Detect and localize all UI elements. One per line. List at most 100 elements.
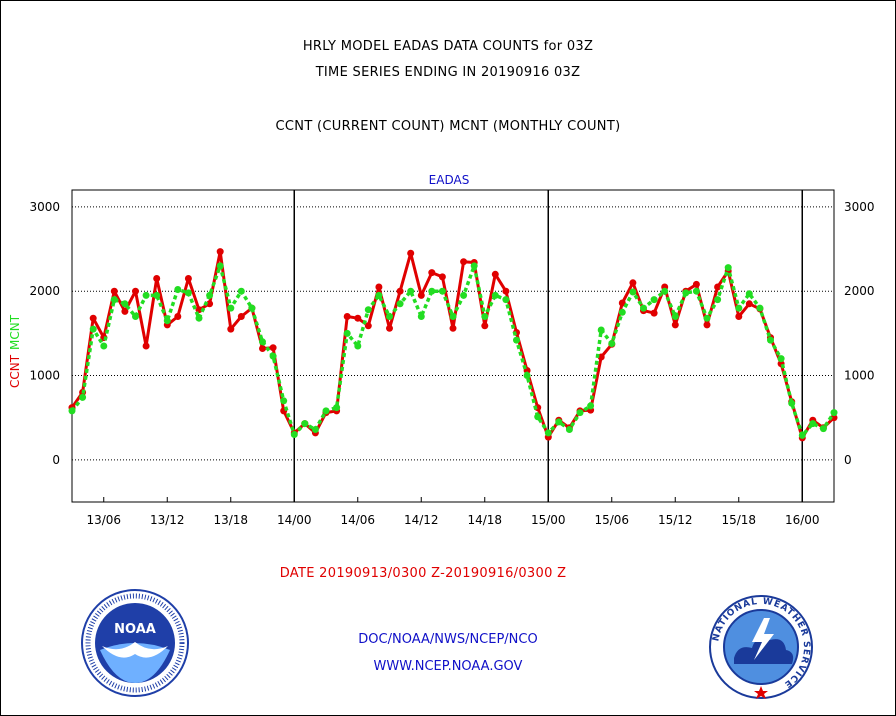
x-tick-label: 13/12 xyxy=(150,513,185,527)
x-tick-label: 14/12 xyxy=(404,513,439,527)
point-mcnt xyxy=(460,291,468,299)
point-mcnt xyxy=(618,308,626,316)
point-mcnt xyxy=(565,426,573,433)
point-ccnt xyxy=(438,273,446,281)
point-mcnt xyxy=(428,287,436,295)
point-mcnt xyxy=(280,397,288,405)
point-mcnt xyxy=(417,313,425,320)
point-mcnt xyxy=(407,287,415,295)
x-tick-label: 16/00 xyxy=(785,513,820,527)
point-mcnt xyxy=(724,264,732,272)
point-ccnt xyxy=(174,313,182,320)
point-ccnt xyxy=(449,324,457,332)
point-mcnt xyxy=(608,340,616,347)
y-tick-label-left: 1000 xyxy=(29,369,60,383)
nws-logo-icon: NATIONAL WEATHER SERVICE xyxy=(709,595,813,699)
y-axis-label-mcnt: MCNT xyxy=(8,314,22,350)
y-tick-label-right: 3000 xyxy=(844,200,875,214)
point-ccnt xyxy=(237,313,245,320)
point-mcnt xyxy=(174,286,182,293)
point-mcnt xyxy=(703,314,711,322)
point-ccnt xyxy=(629,279,637,287)
point-ccnt xyxy=(745,300,753,308)
point-ccnt xyxy=(364,322,372,330)
point-mcnt xyxy=(89,325,97,333)
point-ccnt xyxy=(110,287,118,295)
point-mcnt xyxy=(364,306,372,314)
point-mcnt xyxy=(132,313,139,320)
point-ccnt xyxy=(830,414,838,422)
point-mcnt xyxy=(682,289,690,297)
y-tick-label-right: 2000 xyxy=(844,284,875,298)
point-ccnt xyxy=(89,314,97,322)
point-mcnt xyxy=(502,296,510,304)
point-mcnt xyxy=(354,342,362,350)
point-mcnt xyxy=(470,262,478,270)
y-tick-label-left: 0 xyxy=(52,453,60,467)
point-mcnt xyxy=(438,287,446,295)
point-ccnt xyxy=(153,275,161,282)
date-range: DATE 20190913/0300 Z-20190916/0300 Z xyxy=(279,566,567,581)
point-mcnt xyxy=(121,300,129,308)
point-ccnt xyxy=(735,313,743,320)
x-tick-label: 15/00 xyxy=(531,513,566,527)
point-mcnt xyxy=(544,429,552,437)
y-tick-label-left: 2000 xyxy=(29,284,60,298)
point-mcnt xyxy=(206,291,214,299)
gridlines xyxy=(72,206,834,461)
point-mcnt xyxy=(227,304,235,312)
x-tick-label: 15/12 xyxy=(658,513,693,527)
point-mcnt xyxy=(68,407,76,415)
point-mcnt xyxy=(311,426,319,433)
header-title: HRLY MODEL EADAS DATA COUNTS for 03Z xyxy=(302,39,594,54)
point-ccnt xyxy=(460,258,468,266)
point-ccnt xyxy=(269,344,277,352)
x-tick-label: 15/18 xyxy=(721,513,756,527)
point-ccnt xyxy=(428,269,436,277)
point-mcnt xyxy=(491,291,499,299)
point-mcnt xyxy=(163,317,171,325)
x-tick-label: 14/06 xyxy=(340,513,375,527)
point-mcnt xyxy=(661,287,669,295)
noaa-logo-icon: NOAA xyxy=(81,589,189,697)
point-mcnt xyxy=(788,399,796,407)
series-group xyxy=(68,248,838,442)
point-mcnt xyxy=(513,336,520,344)
point-mcnt xyxy=(481,313,489,320)
point-mcnt xyxy=(301,420,309,428)
y-tick-label-right: 1000 xyxy=(844,369,875,383)
point-ccnt xyxy=(132,287,139,295)
point-ccnt xyxy=(502,287,510,295)
y-tick-label-right: 0 xyxy=(844,453,852,467)
point-mcnt xyxy=(692,287,700,295)
header-subtitle: TIME SERIES ENDING IN 20190916 03Z xyxy=(315,65,581,80)
noaa-logo-text: NOAA xyxy=(114,622,156,637)
point-mcnt xyxy=(640,304,647,312)
point-mcnt xyxy=(534,413,542,421)
point-ccnt xyxy=(671,321,679,329)
point-mcnt xyxy=(396,300,404,308)
point-ccnt xyxy=(650,309,658,317)
footer-url[interactable]: WWW.NCEP.NOAA.GOV xyxy=(373,659,523,674)
point-mcnt xyxy=(79,393,87,401)
point-ccnt xyxy=(354,314,362,322)
point-mcnt xyxy=(386,313,393,320)
x-tick-label: 13/06 xyxy=(86,513,121,527)
day-boundaries xyxy=(293,190,803,502)
x-tick-label: 14/00 xyxy=(277,513,312,527)
point-mcnt xyxy=(629,288,637,296)
point-ccnt xyxy=(386,324,393,332)
point-ccnt xyxy=(142,342,150,350)
point-mcnt xyxy=(184,289,192,297)
point-mcnt xyxy=(735,304,743,312)
point-mcnt xyxy=(290,431,298,438)
point-ccnt xyxy=(206,300,214,308)
point-mcnt xyxy=(237,287,245,295)
point-mcnt xyxy=(830,409,838,417)
point-mcnt xyxy=(587,402,595,410)
point-mcnt xyxy=(375,291,383,299)
point-mcnt xyxy=(248,304,256,312)
point-mcnt xyxy=(714,296,722,304)
point-mcnt xyxy=(576,409,584,417)
